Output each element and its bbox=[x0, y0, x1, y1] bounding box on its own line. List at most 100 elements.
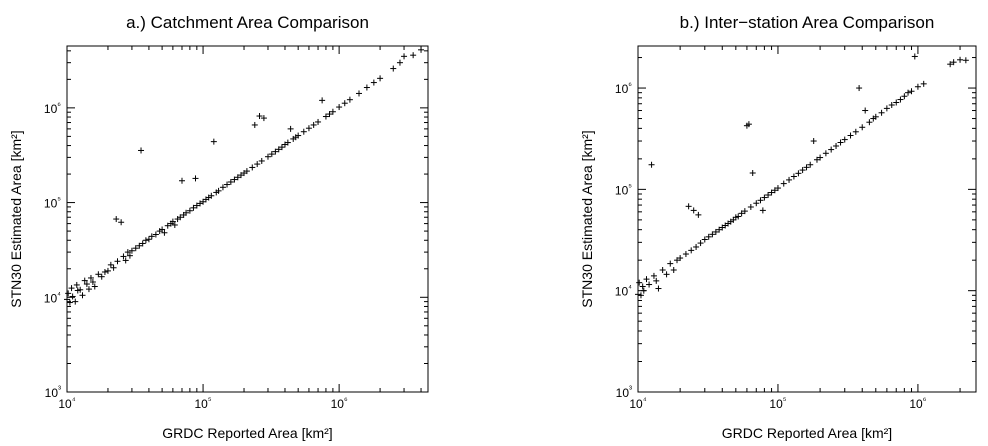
data-point bbox=[682, 251, 689, 258]
y-axis-label: STN30 Estimated Area [km²] bbox=[579, 130, 595, 307]
data-point bbox=[89, 279, 96, 286]
data-point bbox=[716, 226, 723, 233]
data-point bbox=[690, 207, 697, 214]
data-point bbox=[847, 132, 854, 139]
data-point bbox=[81, 277, 88, 284]
data-point bbox=[837, 139, 844, 146]
data-point bbox=[833, 142, 840, 149]
data-point bbox=[817, 154, 824, 161]
data-point bbox=[104, 267, 111, 274]
data-point bbox=[741, 208, 748, 215]
data-point bbox=[310, 121, 317, 128]
data-point bbox=[911, 53, 918, 60]
data-point bbox=[695, 211, 702, 218]
data-point bbox=[883, 105, 890, 112]
data-point bbox=[260, 115, 267, 122]
data-point bbox=[693, 243, 700, 250]
data-point bbox=[765, 191, 772, 198]
data-point bbox=[637, 292, 644, 299]
data-point bbox=[803, 164, 810, 171]
data-point bbox=[786, 176, 793, 183]
data-point bbox=[139, 240, 146, 247]
data-point bbox=[161, 229, 168, 236]
data-point bbox=[947, 61, 954, 68]
data-point bbox=[336, 104, 343, 111]
data-point bbox=[68, 285, 75, 292]
x-axis-label: GRDC Reported Area [km²] bbox=[722, 425, 892, 441]
data-point bbox=[753, 200, 760, 207]
data-point bbox=[418, 46, 425, 53]
data-point bbox=[813, 156, 820, 163]
data-point bbox=[234, 174, 241, 181]
data-point bbox=[859, 124, 866, 131]
data-point bbox=[709, 231, 716, 238]
y-tick-label: 10⁴ bbox=[615, 283, 632, 299]
data-point bbox=[275, 146, 282, 153]
data-point bbox=[659, 267, 666, 274]
data-point bbox=[878, 109, 885, 116]
data-point bbox=[65, 290, 72, 297]
data-point bbox=[95, 271, 102, 278]
data-point bbox=[341, 100, 348, 107]
x-tick-label: 10⁴ bbox=[58, 395, 75, 411]
data-point bbox=[735, 213, 742, 220]
data-point bbox=[126, 252, 133, 259]
y-tick-label: 10⁶ bbox=[615, 80, 632, 96]
x-tick-label: 10⁵ bbox=[769, 395, 786, 411]
chart-panel-2: b.) Inter−station Area Comparison 10⁴ 10⁵ 1… bbox=[579, 13, 977, 441]
y-tick-label: 10⁶ bbox=[44, 100, 61, 116]
data-point bbox=[639, 283, 646, 290]
data-point bbox=[674, 257, 681, 264]
data-point bbox=[667, 260, 674, 267]
data-point bbox=[287, 125, 294, 132]
data-point bbox=[908, 88, 915, 95]
data-point bbox=[284, 139, 291, 146]
data-point bbox=[828, 146, 835, 153]
data-point bbox=[901, 93, 908, 100]
data-point bbox=[914, 83, 921, 90]
data-point bbox=[254, 161, 261, 168]
data-point bbox=[705, 233, 712, 240]
x-tick-label: 10⁵ bbox=[195, 395, 212, 411]
data-point bbox=[77, 286, 84, 293]
data-point bbox=[295, 132, 302, 139]
y-axis-label: STN30 Estimated Area [km²] bbox=[8, 130, 24, 307]
data-point bbox=[208, 192, 215, 199]
data-point bbox=[164, 222, 171, 229]
data-point bbox=[893, 99, 900, 106]
data-point bbox=[957, 56, 964, 63]
data-point bbox=[401, 53, 408, 60]
data-point bbox=[87, 274, 94, 281]
data-point bbox=[841, 136, 848, 143]
data-point bbox=[962, 57, 969, 64]
data-point bbox=[329, 108, 336, 115]
data-point bbox=[73, 281, 80, 288]
data-point bbox=[69, 293, 76, 300]
data-point bbox=[148, 233, 155, 240]
data-point bbox=[747, 203, 754, 210]
data-point bbox=[66, 299, 73, 306]
data-point bbox=[795, 170, 802, 177]
y-tick-label: 10³ bbox=[45, 384, 61, 400]
data-point bbox=[251, 121, 258, 128]
data-point bbox=[688, 247, 695, 254]
data-point bbox=[183, 209, 190, 216]
data-point bbox=[326, 111, 333, 118]
data-point bbox=[219, 184, 226, 191]
data-point bbox=[319, 97, 326, 104]
data-point bbox=[872, 113, 879, 120]
data-point bbox=[64, 296, 70, 303]
chart-title: a.) Catchment Area Comparison bbox=[126, 13, 369, 32]
data-point bbox=[190, 204, 197, 211]
data-point bbox=[653, 277, 660, 284]
data-point bbox=[390, 65, 397, 72]
data-point bbox=[138, 147, 145, 154]
data-point bbox=[107, 261, 114, 268]
data-point bbox=[862, 107, 869, 114]
data-point bbox=[905, 89, 912, 96]
data-point bbox=[771, 187, 778, 194]
data-point bbox=[670, 267, 677, 274]
data-point bbox=[224, 181, 231, 188]
data-point bbox=[264, 153, 271, 160]
